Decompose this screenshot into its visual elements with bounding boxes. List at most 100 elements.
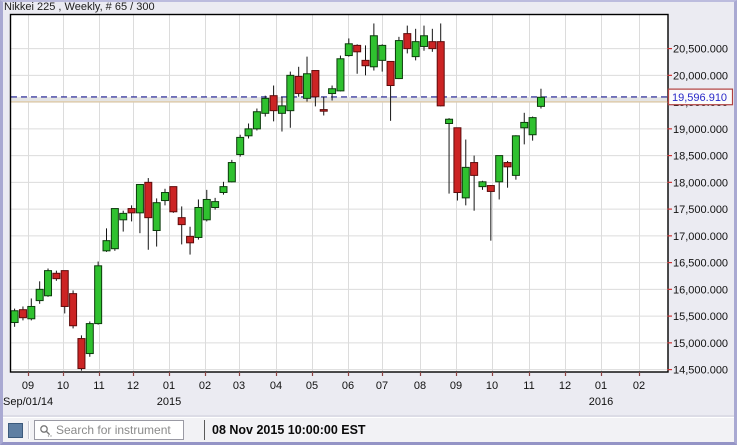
x-axis-month-label: 04 <box>270 380 282 392</box>
candle-down <box>503 160 512 188</box>
candle-down <box>127 205 136 222</box>
candle-up <box>445 118 454 194</box>
candle-down <box>169 186 178 213</box>
candle-up <box>244 123 253 139</box>
candle-down <box>353 44 362 74</box>
price-chart[interactable]: 20,500.00020,000.00019,500.00019,000.000… <box>0 0 737 413</box>
instrument-search-box[interactable] <box>34 420 184 440</box>
y-axis-label: 17,500.000 <box>673 204 728 216</box>
candle-down <box>69 290 78 329</box>
candle-down <box>403 25 412 54</box>
current-price-band <box>11 96 668 102</box>
candle-up <box>369 23 378 71</box>
server-time: 08 Nov 2015 10:00:00 EST <box>212 423 366 437</box>
candle-up <box>461 139 470 206</box>
candle-up <box>528 116 537 141</box>
plot-border <box>9 13 669 373</box>
candle-down <box>77 335 86 371</box>
candle-up <box>495 155 504 200</box>
candle-down <box>486 185 495 241</box>
candle-up <box>102 228 111 252</box>
x-axis-month-label: 02 <box>633 380 645 392</box>
candle-down <box>436 23 445 107</box>
chart-title: Nikkei 225 , Weekly, # 65 / 300 <box>4 1 155 13</box>
x-axis-month-label: 01 <box>595 380 607 392</box>
candle-up <box>378 44 387 72</box>
toolbar-separator-dark <box>204 420 205 440</box>
current-price-value: 19,596.910 <box>672 92 727 104</box>
candle-down <box>428 28 437 52</box>
app-menu-button[interactable] <box>8 422 23 438</box>
candle-up <box>44 268 53 297</box>
x-axis-month-label: 11 <box>523 380 534 392</box>
candle-up <box>394 36 403 80</box>
x-axis-month-label: 02 <box>199 380 211 392</box>
candle-up <box>344 38 353 57</box>
candle-down <box>60 270 69 314</box>
x-axis-start-date: Sep/01/14 <box>3 396 53 408</box>
search-input[interactable] <box>54 422 183 438</box>
candle-up <box>119 210 128 232</box>
current-price-marker: 19,596.910 <box>667 88 734 106</box>
candle-up <box>152 198 161 247</box>
y-axis-label: 16,500.000 <box>673 258 728 270</box>
candle-down <box>144 178 153 250</box>
y-axis-label: 18,500.000 <box>673 151 728 163</box>
y-axis-label: 20,000.000 <box>673 70 728 82</box>
x-axis-month-label: 06 <box>342 380 354 392</box>
x-axis: 09 10 11 12 01 02 03 04 05 06 07 08 09 10 11 12 01 02 Sep/… <box>3 372 645 408</box>
candle-up <box>252 108 261 131</box>
search-icon <box>40 424 52 437</box>
candle-up <box>236 134 245 157</box>
x-axis-year-label: 2016 <box>589 396 613 408</box>
x-axis-month-label: 08 <box>414 380 426 392</box>
candle-up <box>211 197 220 210</box>
candle-up <box>110 208 119 251</box>
candle-up <box>328 85 337 101</box>
candle-up <box>219 181 228 195</box>
x-axis-month-label: 10 <box>486 380 498 392</box>
candle-up <box>227 159 236 183</box>
toolbar-separator <box>28 421 30 439</box>
x-axis-month-label: 03 <box>233 380 245 392</box>
x-axis-month-label: 01 <box>163 380 175 392</box>
candle-up <box>85 321 94 357</box>
y-axis-label: 16,000.000 <box>673 284 728 296</box>
candle-up <box>478 180 487 190</box>
x-axis-month-label: 09 <box>450 380 462 392</box>
candle-down <box>52 270 61 281</box>
x-axis-month-label: 12 <box>127 380 139 392</box>
candle-down <box>177 206 186 245</box>
candle-down <box>361 45 370 76</box>
candle-up <box>511 135 520 180</box>
x-axis-year-label: 2015 <box>157 396 181 408</box>
candle-down <box>269 85 278 122</box>
candle-up <box>94 261 103 325</box>
bottom-toolbar: 08 Nov 2015 10:00:00 EST <box>3 417 734 442</box>
candle-up <box>286 71 295 128</box>
candle-down <box>311 70 320 107</box>
candle-down <box>18 306 27 321</box>
y-axis-label: 19,000.000 <box>673 124 728 136</box>
x-axis-month-label: 10 <box>57 380 69 392</box>
candle-up <box>135 183 144 234</box>
x-axis-month-label: 07 <box>376 380 388 392</box>
y-axis-label: 15,000.000 <box>673 338 728 350</box>
candle-up <box>160 188 169 206</box>
y-axis-label: 14,500.000 <box>673 365 728 377</box>
y-axis-label: 18,000.000 <box>673 177 728 189</box>
x-axis-month-label: 05 <box>306 380 318 392</box>
candle-down <box>319 96 328 116</box>
candlesticks[interactable] <box>10 23 545 371</box>
candle-up <box>202 189 211 222</box>
y-axis-label: 20,500.000 <box>673 44 728 56</box>
candle-up <box>536 88 545 109</box>
candle-down <box>186 226 195 255</box>
candle-up <box>411 28 420 61</box>
candle-up <box>35 281 44 304</box>
candle-up <box>520 112 529 145</box>
candle-up <box>336 55 345 92</box>
candle-up <box>419 25 428 51</box>
y-axis-label: 15,500.000 <box>673 311 728 323</box>
